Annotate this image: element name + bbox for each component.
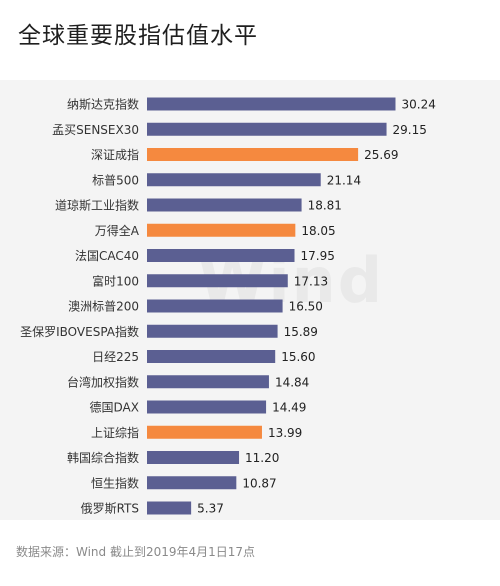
value-label: 14.49 — [272, 401, 306, 415]
bar — [147, 375, 269, 389]
bar — [147, 476, 237, 490]
category-label: 德国DAX — [90, 400, 139, 415]
value-label: 15.89 — [284, 325, 318, 339]
category-label: 俄罗斯RTS — [81, 502, 139, 516]
value-label: 18.81 — [308, 199, 342, 213]
value-label: 11.20 — [245, 451, 279, 465]
category-label: 孟买SENSEX30 — [52, 123, 139, 137]
source-note: 数据来源：Wind 截止到2019年4月1日17点 — [16, 545, 256, 559]
bar — [147, 501, 192, 515]
value-label: 10.87 — [242, 476, 276, 490]
category-label: 万得全A — [95, 223, 140, 238]
bar — [147, 97, 396, 111]
value-label: 17.95 — [301, 249, 335, 263]
category-label: 韩国综合指数 — [67, 450, 139, 465]
category-label: 标普500 — [92, 173, 139, 187]
bar — [147, 400, 267, 414]
bar — [147, 451, 240, 464]
category-label: 澳洲标普200 — [68, 300, 139, 314]
chart-title: 全球重要股指估值水平 — [18, 23, 258, 49]
category-label: 台湾加权指数 — [67, 374, 139, 389]
bar — [147, 198, 302, 212]
value-label: 29.15 — [393, 123, 427, 137]
category-label: 恒生指数 — [91, 475, 139, 490]
bar — [147, 148, 359, 161]
bar — [147, 223, 296, 237]
bar — [147, 122, 387, 136]
bar — [147, 274, 288, 288]
value-label: 25.69 — [364, 148, 398, 162]
bar — [147, 173, 321, 187]
value-label: 30.24 — [402, 98, 436, 112]
bar — [147, 249, 295, 262]
category-label: 圣保罗IBOVESPA指数 — [20, 324, 139, 339]
value-label: 5.37 — [197, 502, 224, 516]
category-label: 日经225 — [92, 350, 139, 364]
category-label: 上证综指 — [91, 425, 139, 440]
bar — [147, 425, 262, 439]
category-label: 纳斯达克指数 — [67, 97, 139, 112]
value-label: 14.84 — [275, 375, 309, 389]
value-label: 21.14 — [327, 173, 361, 187]
value-label: 16.50 — [289, 300, 323, 314]
value-label: 13.99 — [268, 426, 302, 440]
category-label: 深证成指 — [91, 147, 139, 162]
category-label: 道琼斯工业指数 — [55, 198, 139, 213]
bar — [147, 299, 283, 313]
bar — [147, 350, 276, 363]
category-label: 富时100 — [92, 273, 139, 288]
value-label: 15.60 — [281, 350, 315, 364]
value-label: 18.05 — [301, 224, 335, 238]
value-label: 17.13 — [294, 274, 328, 288]
category-label: 法国CAC40 — [75, 249, 139, 263]
bar — [147, 324, 278, 338]
